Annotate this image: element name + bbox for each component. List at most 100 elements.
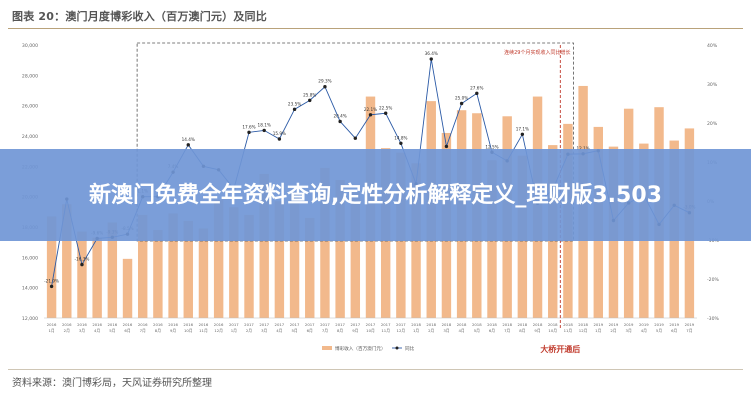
- x-tick-year: 2017: [350, 322, 360, 327]
- x-tick-month: 3月: [261, 328, 267, 333]
- yoy-point: [459, 101, 464, 106]
- x-tick-year: 2019: [609, 322, 619, 327]
- x-tick-year: 2017: [320, 322, 330, 327]
- legend-bar-label: 博彩收入（百万澳门元）: [335, 345, 386, 352]
- x-tick-year: 2019: [624, 322, 634, 327]
- x-tick-month: 11月: [564, 328, 573, 333]
- legend-line-marker: [395, 346, 399, 350]
- x-tick-month: 3月: [79, 328, 85, 333]
- x-tick-month: 5月: [656, 328, 662, 333]
- bar: [289, 192, 300, 318]
- bar: [320, 167, 330, 318]
- yoy-point: [444, 144, 449, 149]
- x-tick-year: 2018: [533, 322, 543, 327]
- yoy-point: [186, 143, 190, 147]
- x-tick-month: 4月: [459, 328, 465, 333]
- footer-divider: [8, 369, 743, 370]
- x-tick-year: 2019: [669, 322, 679, 327]
- yoy-data-label: 25.8%: [303, 92, 316, 97]
- x-tick-month: 10月: [548, 328, 557, 333]
- x-tick-year: 2016: [183, 322, 193, 327]
- x-tick-year: 2017: [335, 322, 345, 327]
- x-tick-month: 7月: [322, 328, 328, 333]
- yoy-data-label: 14.4%: [182, 137, 195, 142]
- bar: [305, 217, 315, 318]
- right-axis-tick-label: 40%: [707, 43, 718, 49]
- x-tick-year: 2016: [199, 322, 209, 327]
- bar: [274, 201, 285, 318]
- x-tick-month: 1月: [595, 328, 601, 333]
- title-divider: [8, 28, 743, 29]
- yoy-point: [277, 137, 282, 141]
- x-tick-month: 8月: [519, 328, 525, 333]
- x-tick-year: 2018: [487, 322, 497, 327]
- yoy-point: [262, 128, 266, 133]
- yoy-point: [49, 284, 54, 289]
- yoy-point: [247, 130, 251, 135]
- x-tick-year: 2016: [214, 322, 224, 327]
- bar: [183, 220, 193, 318]
- x-tick-month: 10月: [184, 328, 193, 333]
- legend: 博彩收入（百万澳门元） 同比: [322, 345, 415, 352]
- x-axis: 20161月20162月20163月20164月20165月20166月2016…: [44, 317, 697, 333]
- banner-text: 新澳门免费全年资料查询,定性分析解释定义_理财版3.503: [89, 182, 662, 208]
- x-tick-year: 2018: [502, 322, 512, 327]
- x-tick-month: 6月: [489, 328, 495, 333]
- yoy-point: [353, 136, 358, 140]
- left-axis-tick-label: 12,000: [22, 316, 38, 322]
- bridge-label: 大桥开通后: [540, 344, 580, 354]
- yoy-data-label: 17.1%: [516, 126, 529, 131]
- x-tick-year: 2017: [396, 322, 406, 327]
- x-tick-year: 2016: [108, 322, 118, 327]
- yoy-data-label: -16.3%: [75, 257, 90, 262]
- x-tick-month: 2月: [610, 328, 616, 333]
- yoy-data-label: 17.6%: [242, 124, 255, 129]
- bar: [244, 214, 254, 318]
- figure-title: 图表 20：澳门月度博彩收入（百万澳门元）及同比: [12, 10, 267, 23]
- x-tick-year: 2016: [92, 322, 102, 327]
- yoy-point: [429, 57, 433, 61]
- x-tick-year: 2019: [654, 322, 664, 327]
- yoy-point: [475, 91, 479, 96]
- yoy-data-label: 15.9%: [273, 131, 286, 136]
- x-tick-month: 12月: [214, 328, 223, 333]
- x-tick-month: 9月: [534, 328, 540, 333]
- left-axis-tick-label: 28,000: [22, 73, 38, 79]
- x-tick-year: 2017: [290, 322, 300, 327]
- left-axis-tick-label: 30,000: [22, 43, 38, 49]
- x-tick-year: 2018: [457, 322, 467, 327]
- yoy-point: [323, 85, 327, 89]
- bar: [213, 199, 224, 318]
- x-tick-year: 2016: [123, 322, 133, 327]
- x-tick-month: 9月: [352, 328, 358, 333]
- x-tick-month: 6月: [307, 328, 313, 333]
- x-tick-year: 2019: [593, 322, 603, 327]
- yoy-point: [338, 119, 342, 124]
- x-tick-year: 2017: [229, 322, 239, 327]
- x-tick-year: 2019: [639, 322, 649, 327]
- bar: [107, 222, 118, 318]
- streak-label: 连续29个月实现收入同比增长: [504, 49, 570, 56]
- yoy-point: [308, 98, 312, 103]
- x-tick-month: 2月: [246, 328, 252, 333]
- x-tick-year: 2017: [259, 322, 269, 327]
- x-tick-year: 2018: [548, 322, 558, 327]
- x-tick-year: 2017: [381, 322, 391, 327]
- bar: [198, 228, 209, 318]
- x-tick-year: 2018: [411, 322, 421, 327]
- x-tick-month: 4月: [641, 328, 647, 333]
- x-tick-month: 1月: [48, 328, 54, 333]
- x-tick-year: 2016: [47, 322, 57, 327]
- bar: [92, 237, 102, 318]
- yoy-data-label: 18.1%: [258, 122, 271, 127]
- x-tick-year: 2016: [62, 322, 72, 327]
- x-tick-month: 6月: [124, 328, 130, 333]
- x-tick-month: 8月: [155, 328, 161, 333]
- yoy-data-label: 36.4%: [425, 51, 438, 56]
- yoy-data-label: 20.4%: [333, 113, 346, 118]
- legend-bar-swatch: [322, 346, 332, 350]
- x-tick-month: 5月: [109, 328, 115, 333]
- x-tick-year: 2016: [168, 322, 178, 327]
- left-axis-tick-label: 26,000: [22, 104, 38, 110]
- x-tick-month: 2月: [428, 328, 434, 333]
